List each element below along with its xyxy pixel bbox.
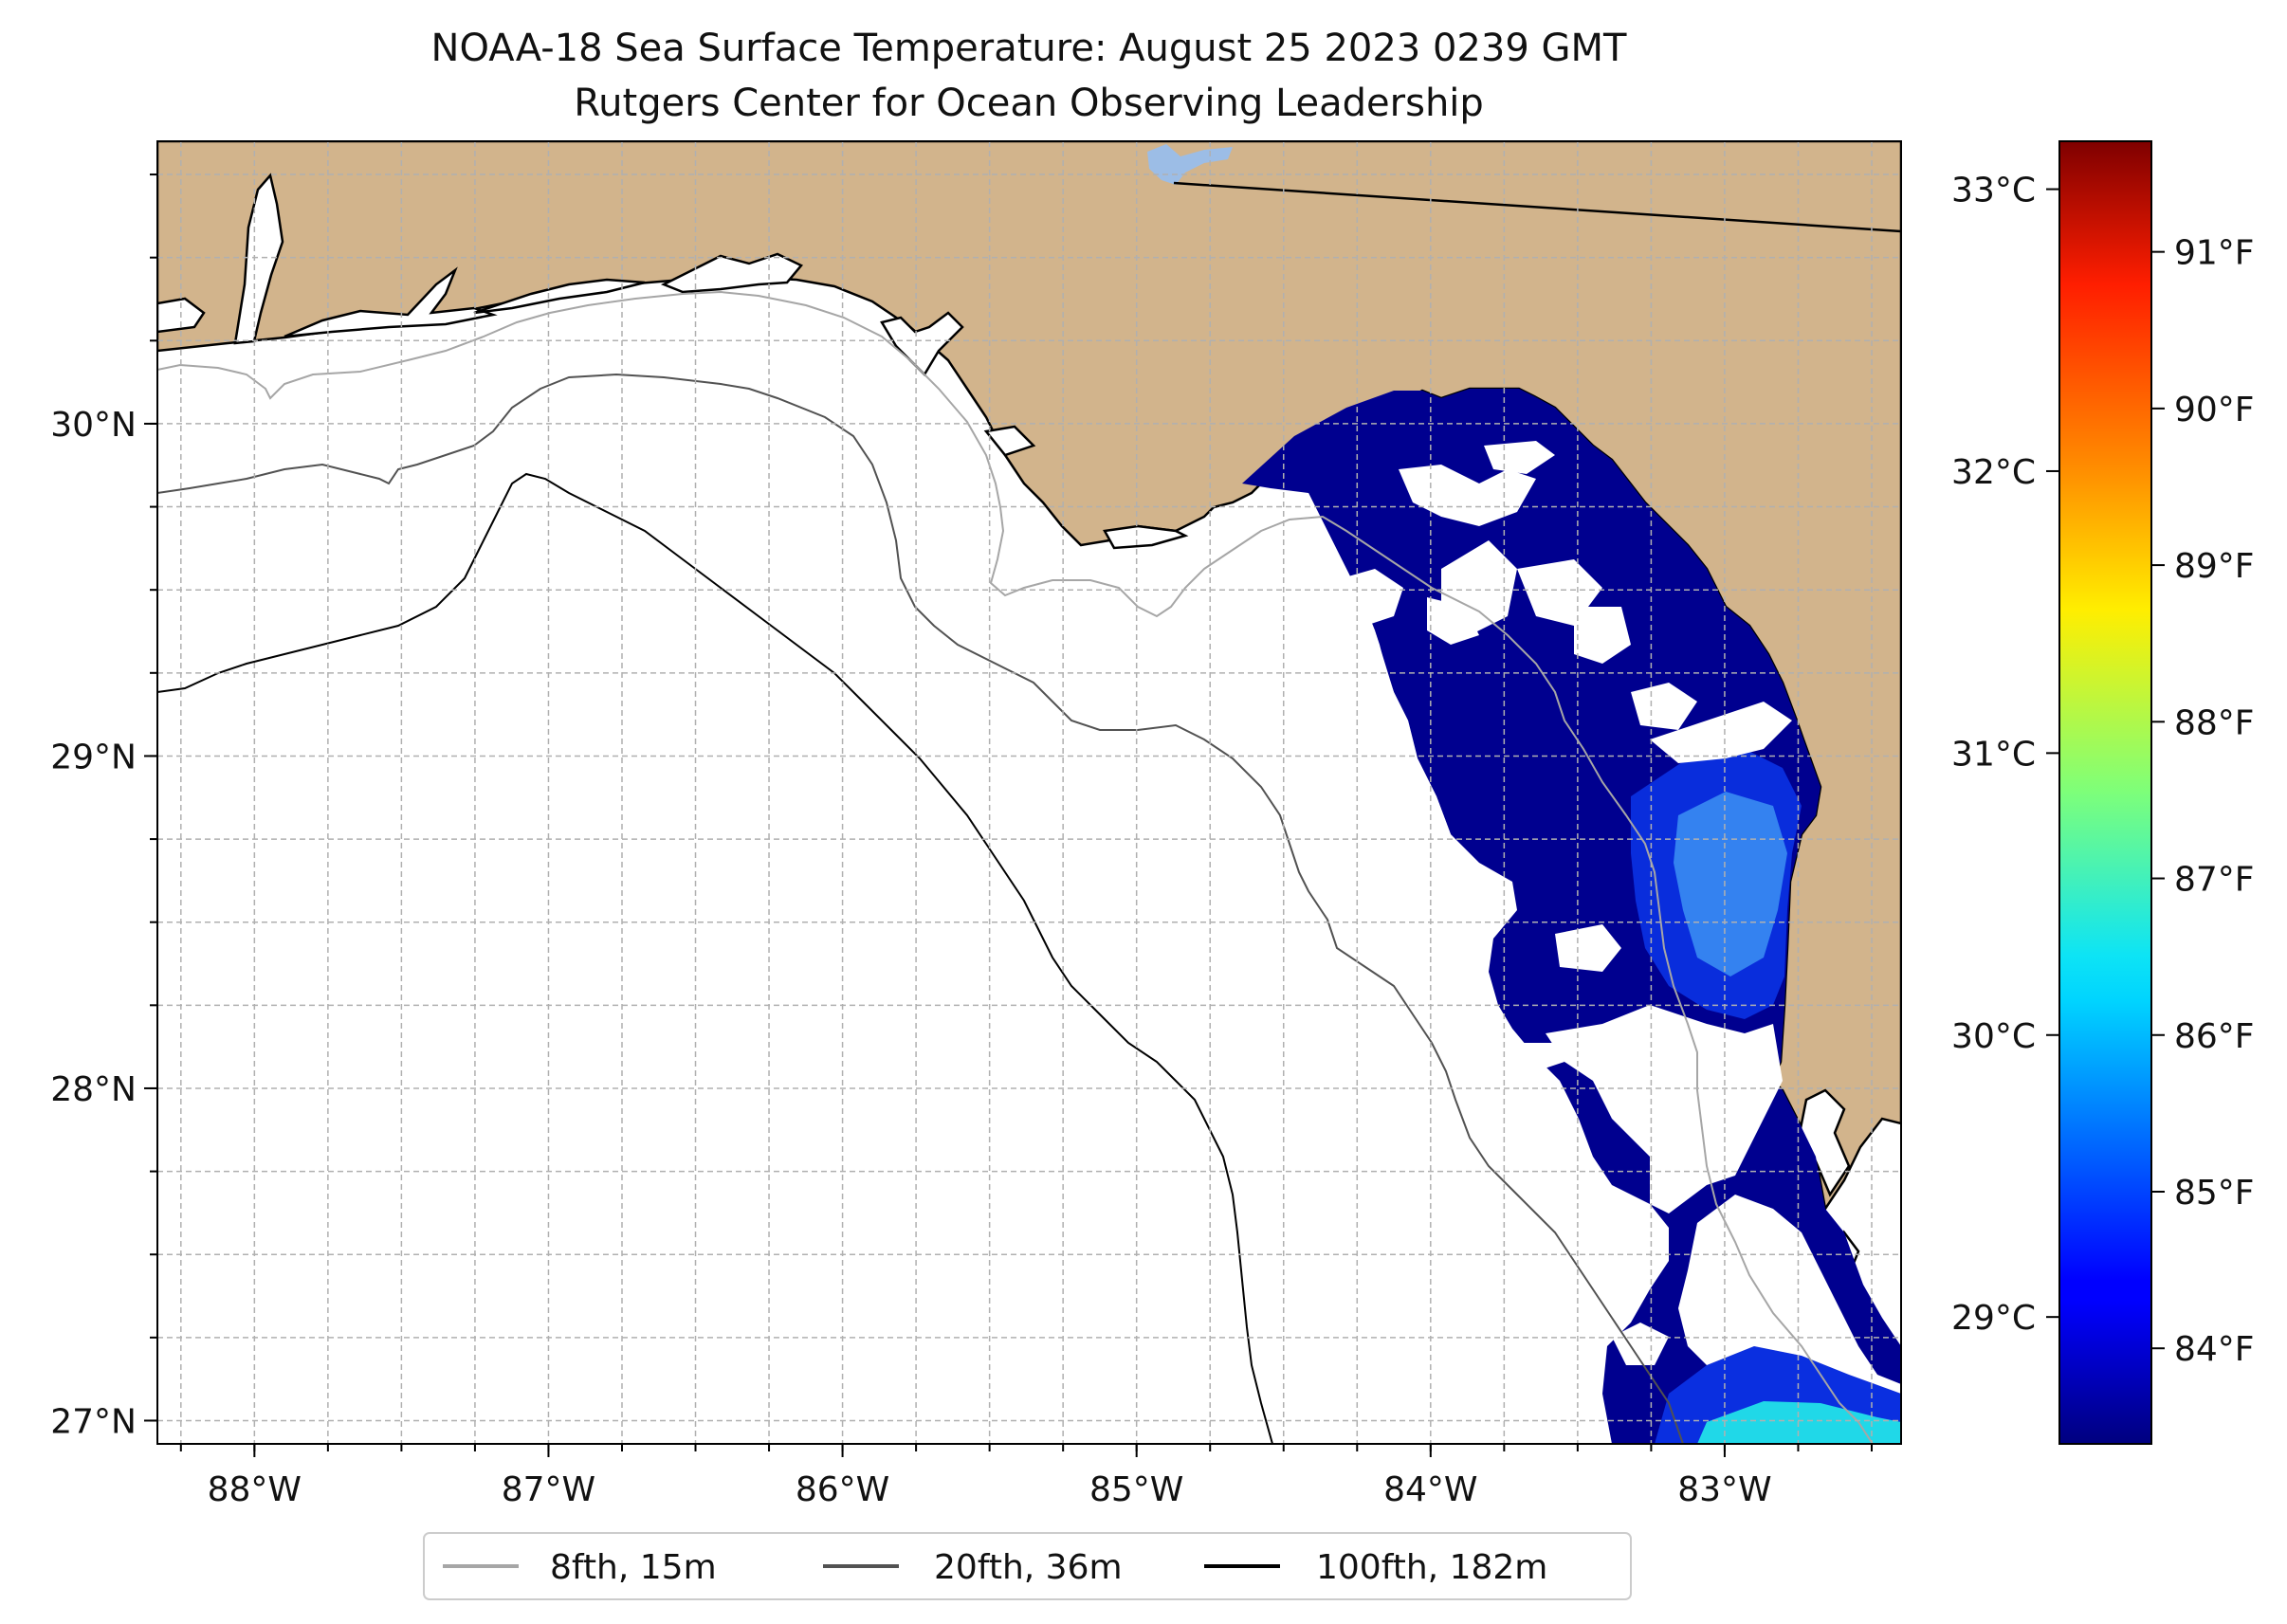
legend-box: [423, 1532, 1632, 1600]
fahrenheit-tick-label: 86°F: [2174, 1017, 2255, 1056]
legend-label: 100fth, 182m: [1316, 1548, 1547, 1587]
sst-swath: [1242, 389, 1901, 1444]
sst-dark-region: [1242, 389, 1901, 1444]
cloud-gap: [1399, 465, 1536, 526]
legend-item-100fth: 100fth, 182m: [1204, 1548, 1547, 1587]
lon-tick-label: 83°W: [1677, 1470, 1771, 1509]
lon-tick-label: 87°W: [502, 1470, 595, 1509]
sst-south-cyan: [1697, 1401, 1901, 1444]
colorbar: 29°C 30°C 31°C 32°C 33°C 84°F 85°F 86°F 87°F 88°F…: [1951, 140, 2255, 1445]
grid: [157, 141, 1901, 1444]
celsius-tick-label: 29°C: [1951, 1299, 2036, 1338]
celsius-tick-label: 32°C: [1951, 453, 2036, 492]
lon-tick-label: 86°W: [796, 1470, 889, 1509]
legend: 8fth, 15m 20fth, 36m 100fth, 182m: [423, 1532, 1632, 1600]
apalachee-bay-rim: [1103, 524, 1189, 550]
sst-light-region: [1674, 792, 1787, 976]
cloud-gap: [1484, 441, 1555, 474]
legend-item-8fth: 8fth, 15m: [443, 1548, 717, 1587]
cloud-gap: [1365, 815, 1479, 1119]
fahrenheit-tick-label: 89°F: [2174, 547, 2255, 586]
map-subtitle: Rutgers Center for Ocean Observing Leade…: [574, 82, 1484, 125]
fahrenheit-tick-label: 87°F: [2174, 861, 2255, 900]
legend-label: 20fth, 36m: [934, 1548, 1123, 1587]
lon-tick-label: 84°W: [1383, 1470, 1477, 1509]
colorbar-gradient: [2058, 140, 2152, 1445]
celsius-tick-label: 33°C: [1951, 172, 2036, 210]
fahrenheit-tick-label: 90°F: [2174, 391, 2255, 429]
cloud-gap: [1650, 702, 1792, 763]
lat-tick-label: 27°N: [50, 1402, 137, 1441]
cloud-gap: [1678, 1195, 1901, 1394]
lon-tick-label: 85°W: [1089, 1470, 1183, 1509]
fahrenheit-tick-label: 85°F: [2174, 1174, 2255, 1213]
cloud-gap: [1441, 540, 1517, 635]
map-panel: [157, 141, 1901, 1444]
st-andrew-bay: [660, 252, 803, 294]
lat-tick-label: 28°N: [50, 1070, 137, 1109]
state-boundary: [1173, 181, 1901, 233]
cloud-gap: [1546, 1005, 1783, 1213]
lat-tick-label: 29°N: [50, 738, 137, 776]
bays: [157, 173, 1860, 1278]
lon-tick-label: 88°W: [208, 1470, 302, 1509]
lake-seminole: [1147, 144, 1233, 185]
colorbar-ticks: 29°C 30°C 31°C 32°C 33°C 84°F 85°F 86°F 87°F 88°F…: [1951, 172, 2254, 1370]
pensacola-bay: [284, 266, 498, 338]
apalachicola-bay: [983, 425, 1036, 457]
fahrenheit-tick-label: 88°F: [2174, 703, 2255, 742]
fahrenheit-tick-label: 91°F: [2174, 234, 2255, 273]
mobile-bay: [233, 173, 284, 345]
legend-label: 8fth, 15m: [550, 1548, 717, 1587]
cloud-gap: [1517, 1043, 1564, 1071]
fahrenheit-tick-label: 84°F: [2174, 1330, 2255, 1369]
map-title: NOAA-18 Sea Surface Temperature: August …: [431, 27, 1627, 70]
cloud-gap: [1574, 607, 1631, 664]
cloud-gap: [1555, 924, 1621, 972]
map-axes: 88°W 87°W 86°W 85°W 84°W 83°W 27°N 28°N 29°N 30°N: [50, 173, 1873, 1509]
contour-100fth: [157, 472, 1273, 1444]
contour-8fth: [157, 290, 1874, 1444]
celsius-tick-label: 30°C: [1951, 1017, 2036, 1056]
map-frame: [156, 140, 1902, 1445]
cloud-gap: [1612, 1323, 1669, 1365]
choctawhatchee-bay: [473, 278, 646, 315]
celsius-tick-label: 31°C: [1951, 735, 2036, 774]
contour-20fth: [157, 373, 1684, 1444]
cloud-gap: [1631, 683, 1697, 730]
lat-tick-label: 30°N: [50, 406, 137, 445]
legend-item-20fth: 20fth, 36m: [823, 1548, 1123, 1587]
